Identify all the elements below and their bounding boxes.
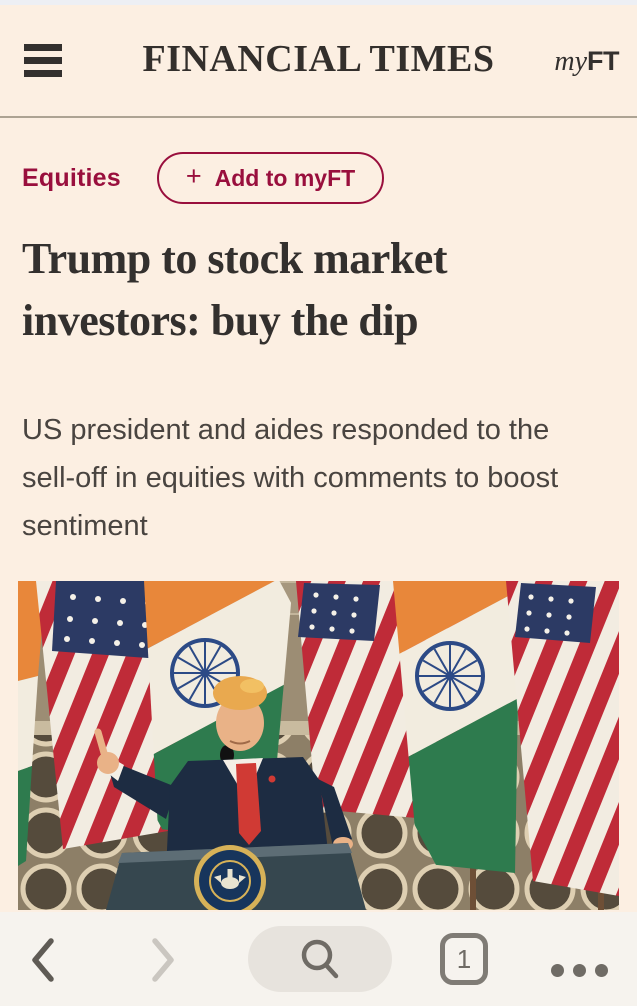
add-to-myft-button[interactable]: + Add to myFT (156, 152, 385, 204)
forward-button[interactable] (150, 937, 176, 986)
back-chevron-icon (32, 938, 54, 982)
section-row: Equities + Add to myFT (22, 152, 622, 204)
site-header: FINANCIAL TIMES myFT (0, 5, 637, 116)
trump-figure (94, 676, 353, 871)
back-button[interactable] (30, 937, 56, 986)
ellipsis-dot-icon (573, 963, 586, 977)
ashoka-chakra-icon (170, 638, 240, 708)
myft-suffix: FT (587, 45, 620, 76)
article-standfirst: US president and aides responded to the … (22, 414, 559, 542)
tab-count-badge: 1 (456, 943, 472, 974)
myft-link[interactable]: myFT (554, 46, 619, 76)
search-icon (301, 939, 339, 979)
ellipsis-dot-icon (595, 963, 608, 977)
hamburger-menu-icon[interactable] (24, 44, 62, 77)
article-headline: Trump to stock market investors: buy the… (22, 234, 447, 345)
more-menu-button[interactable] (551, 956, 621, 984)
header-divider (0, 116, 637, 118)
ft-masthead-logo[interactable]: FINANCIAL TIMES (142, 37, 495, 80)
section-link-equities[interactable]: Equities (22, 163, 121, 192)
add-to-myft-label: Add to myFT (214, 164, 356, 191)
ashoka-chakra-icon (415, 641, 485, 711)
search-button[interactable] (248, 926, 392, 992)
browser-toolbar: 1 (0, 912, 637, 1006)
plus-icon: + (185, 161, 202, 191)
lectern (106, 843, 366, 910)
tabs-button[interactable]: 1 (440, 933, 488, 985)
status-bar-strip (0, 0, 637, 5)
forward-chevron-icon (152, 938, 174, 982)
article-content: Equities + Add to myFT Trump to stock ma… (0, 152, 637, 910)
ellipsis-dot-icon (551, 963, 564, 977)
article-image-illustration (18, 581, 619, 910)
us-flag-icon (506, 581, 619, 896)
presidential-seal-icon (194, 845, 266, 910)
myft-prefix: my (554, 45, 587, 77)
article-image[interactable] (18, 581, 619, 910)
